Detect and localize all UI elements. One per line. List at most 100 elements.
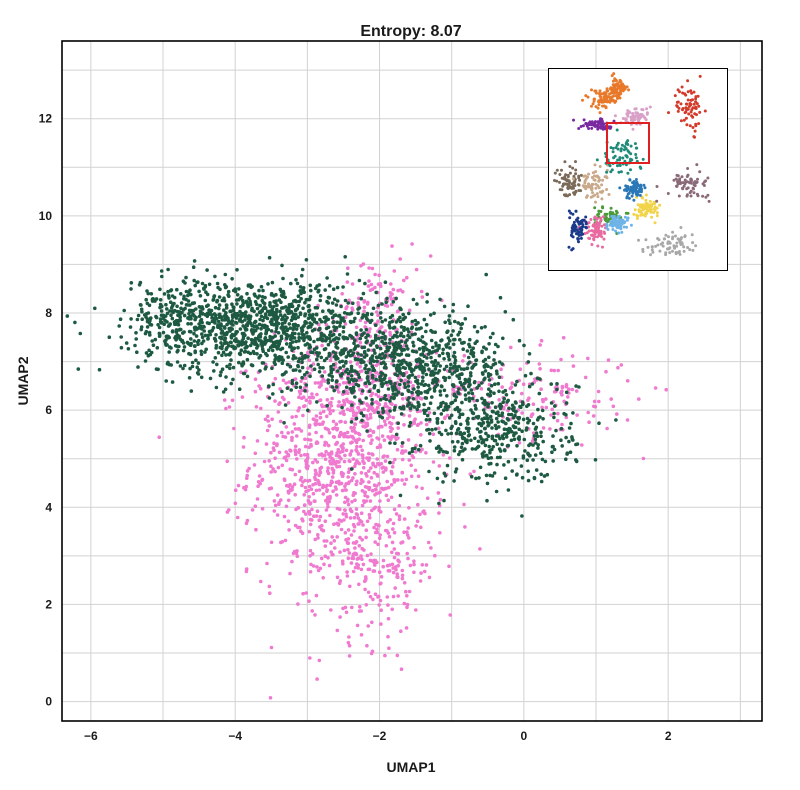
data-point [361, 360, 366, 364]
inset-point [573, 184, 577, 187]
data-point [188, 288, 192, 293]
inset-point [602, 223, 606, 227]
data-point [480, 349, 484, 354]
data-point [347, 635, 351, 639]
data-point [388, 399, 392, 403]
inset-point [645, 107, 649, 111]
data-point [417, 364, 422, 369]
data-point [272, 448, 276, 453]
data-point [422, 368, 427, 373]
data-point [448, 613, 453, 617]
data-point [308, 554, 312, 558]
points-layer [65, 242, 668, 700]
data-point [418, 512, 422, 517]
inset-point [572, 191, 576, 195]
data-point [230, 319, 234, 323]
data-point [97, 367, 102, 372]
data-point [197, 314, 202, 319]
inset-point [634, 146, 638, 150]
data-point [292, 482, 297, 487]
data-point [425, 356, 429, 360]
data-point [204, 347, 208, 352]
data-point [484, 431, 488, 436]
data-point [349, 441, 353, 445]
data-point [457, 452, 461, 457]
data-point [306, 437, 311, 442]
data-point [400, 392, 405, 397]
data-point [321, 576, 326, 580]
data-point [162, 322, 166, 327]
data-point [298, 525, 302, 530]
data-point [497, 398, 501, 402]
data-point [250, 306, 254, 311]
data-point [378, 346, 383, 351]
inset-point [625, 154, 629, 158]
inset-point [675, 105, 679, 108]
inset-point [568, 216, 572, 220]
data-point [378, 330, 382, 334]
data-point [467, 391, 471, 395]
data-point [356, 307, 360, 311]
data-point [509, 385, 514, 389]
data-point [409, 326, 414, 331]
data-point [564, 435, 568, 440]
data-point [351, 541, 356, 545]
data-point [383, 422, 388, 427]
data-point [264, 331, 268, 336]
data-point [347, 380, 352, 384]
data-point [415, 302, 419, 306]
data-point [377, 402, 382, 407]
data-point [475, 398, 480, 403]
x-axis-ticks: −6 −4 −2 0 2 [84, 729, 672, 743]
data-point [193, 283, 197, 288]
data-point [535, 418, 540, 422]
data-point [478, 421, 482, 426]
data-point [362, 299, 367, 303]
inset-point [560, 188, 564, 192]
data-point [174, 318, 179, 323]
data-point [384, 486, 388, 491]
data-point [556, 411, 560, 416]
data-point [509, 345, 513, 350]
data-point [392, 480, 397, 484]
data-point [259, 327, 263, 331]
data-point [253, 377, 258, 382]
data-point [328, 309, 333, 314]
data-point [296, 506, 301, 510]
inset-point [601, 205, 604, 209]
inset-point [609, 86, 613, 90]
data-point [221, 350, 226, 355]
data-point [488, 389, 493, 394]
data-point [451, 309, 455, 313]
data-point [243, 314, 247, 319]
data-point [260, 341, 265, 345]
data-point [641, 456, 646, 461]
data-point [360, 333, 364, 338]
data-point [447, 564, 451, 569]
data-point [535, 376, 540, 381]
inset-point [591, 229, 595, 233]
data-point [313, 381, 318, 385]
data-point [271, 382, 276, 387]
data-point [341, 446, 345, 450]
data-point [392, 555, 397, 560]
data-point [433, 367, 438, 371]
data-point [186, 322, 190, 326]
data-point [406, 384, 411, 388]
data-point [241, 445, 246, 449]
data-point [282, 456, 287, 460]
inset-point [626, 113, 630, 117]
data-point [422, 569, 427, 574]
data-point [351, 410, 356, 415]
y-tick-label: 10 [39, 209, 53, 223]
inset-point [684, 93, 688, 97]
data-point [317, 327, 322, 332]
data-point [324, 539, 329, 543]
data-point [535, 434, 540, 439]
data-point [375, 560, 379, 565]
data-point [478, 465, 483, 470]
data-point [366, 284, 371, 288]
data-point [509, 438, 514, 443]
data-point [399, 347, 404, 352]
data-point [414, 443, 418, 448]
